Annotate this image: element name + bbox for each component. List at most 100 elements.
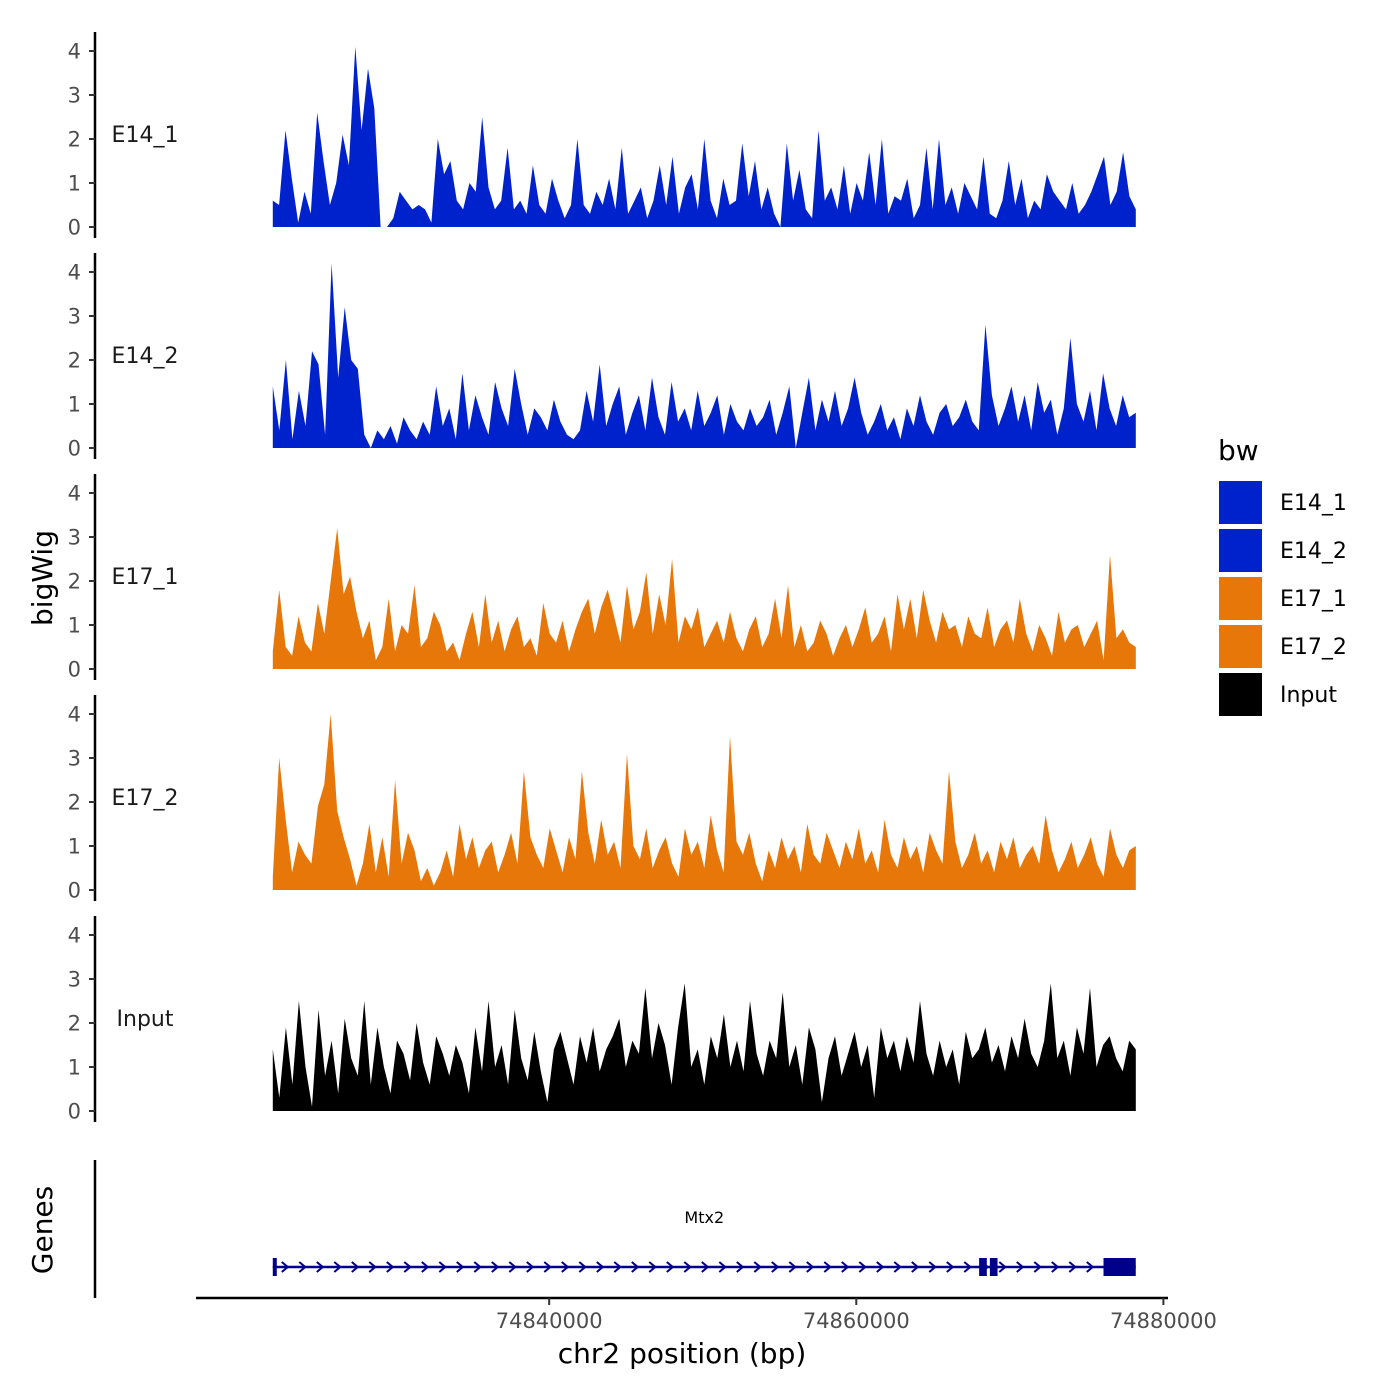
track-E17_1: 0 1 2 3 4 E17_1 [68,474,1136,682]
track-label: Input [117,1007,174,1032]
strand-arrow [456,1261,465,1273]
signal-area-Input [272,983,1136,1111]
y-tick-label: 4 [68,261,81,285]
gene-track-label: Genes [26,1186,59,1274]
strand-arrow [421,1261,430,1273]
x-tick-label: 74860000 [803,1309,910,1333]
y-tick-label: 3 [68,84,81,108]
strand-arrow [316,1261,325,1273]
strand-arrow [403,1261,412,1273]
strand-arrow [351,1261,360,1273]
strand-arrow [893,1261,902,1273]
strand-arrow [508,1261,517,1273]
strand-arrow [1033,1261,1042,1273]
strand-arrow [788,1261,797,1273]
legend-swatch-E17_2 [1217,623,1264,670]
strand-arrow [946,1261,955,1273]
y-tick-label: 1 [68,614,81,638]
gene-exon [272,1258,277,1276]
y-tick-label: 3 [68,968,81,992]
strand-arrow [998,1261,1007,1273]
legend-swatch-E14_1 [1217,479,1264,526]
track-E14_2: 0 1 2 3 4 E14_2 [68,253,1136,461]
strand-arrow [1051,1261,1060,1273]
y-tick-label: 2 [68,791,81,815]
strand-arrow [683,1261,692,1273]
strand-arrow [631,1261,640,1273]
strand-arrow [578,1261,587,1273]
strand-arrow [858,1261,867,1273]
gene-Mtx2: Mtx2 [272,1208,1136,1276]
y-tick-label: 1 [68,393,81,417]
legend-swatch-E17_1 [1217,575,1264,622]
strand-arrow [876,1261,885,1273]
y-tick-label: 0 [68,216,81,240]
strand-arrow [386,1261,395,1273]
y-tick-label: 2 [68,349,81,373]
strand-arrow [736,1261,745,1273]
gene-name-label: Mtx2 [684,1208,724,1227]
y-tick-label: 3 [68,526,81,550]
y-tick-label: 4 [68,924,81,948]
track-label: E14_2 [112,344,179,369]
strand-arrow [491,1261,500,1273]
y-tick-label: 0 [68,658,81,682]
y-tick-label: 4 [68,703,81,727]
y-tick-label: 0 [68,1100,81,1124]
y-tick-label: 1 [68,835,81,859]
strand-arrow [841,1261,850,1273]
strand-arrow [561,1261,570,1273]
strand-arrow [963,1261,972,1273]
legend-label-E17_1: E17_1 [1280,587,1347,612]
legend-swatch-Input [1217,671,1264,718]
x-tick-label: 74880000 [1110,1309,1217,1333]
strand-arrow [1068,1261,1077,1273]
track-E14_1: 0 1 2 3 4 E14_1 [68,32,1136,240]
strand-arrow [526,1261,535,1273]
strand-arrow [823,1261,832,1273]
strand-arrow [368,1261,377,1273]
strand-arrow [543,1261,552,1273]
strand-arrow [281,1261,290,1273]
y-tick-label: 2 [68,1012,81,1036]
legend-title: bw [1218,434,1259,467]
y-tick-label: 2 [68,128,81,152]
signal-area-E17_1 [272,528,1136,669]
y-tick-label: 4 [68,482,81,506]
gene-exon [979,1258,987,1276]
strand-arrow [438,1261,447,1273]
gene-exon [989,1258,998,1276]
y-tick-label: 3 [68,305,81,329]
legend-label-E14_2: E14_2 [1280,539,1347,564]
strand-arrow [911,1261,920,1273]
legend-label-Input: Input [1280,683,1337,708]
strand-arrow [473,1261,482,1273]
strand-arrow [1016,1261,1025,1273]
strand-arrow [298,1261,307,1273]
signal-area-E17_2 [272,714,1136,890]
strand-arrow [771,1261,780,1273]
legend-swatch-E14_2 [1217,527,1264,574]
y-tick-label: 3 [68,747,81,771]
y-tick-label: 2 [68,570,81,594]
y-tick-label: 1 [68,172,81,196]
x-axis-title: chr2 position (bp) [558,1337,807,1370]
strand-arrow [753,1261,762,1273]
legend: bw E14_1 E14_2 E17_1 E17_2 Input [1217,434,1347,718]
legend-label-E14_1: E14_1 [1280,491,1347,516]
gene-track-panel: Genes Mtx2 [26,1160,1136,1298]
bigwig-tracks: 0 1 2 3 4 E14_1 0 1 2 3 4 E14_2 0 1 2 3 4 E17_1 0 1 2 3 4 E17_2… [68,32,1136,1124]
y-tick-label: 1 [68,1056,81,1080]
x-axis: 74840000 74860000 74880000 [196,1296,1217,1333]
strand-arrow [1086,1261,1095,1273]
strand-arrow [701,1261,710,1273]
track-label: E14_1 [112,123,179,148]
track-E17_2: 0 1 2 3 4 E17_2 [68,695,1136,903]
y-tick-label: 0 [68,437,81,461]
strand-arrow [806,1261,815,1273]
strand-arrow [928,1261,937,1273]
x-tick-label: 74840000 [496,1309,603,1333]
strand-arrow [596,1261,605,1273]
strand-arrow [718,1261,727,1273]
